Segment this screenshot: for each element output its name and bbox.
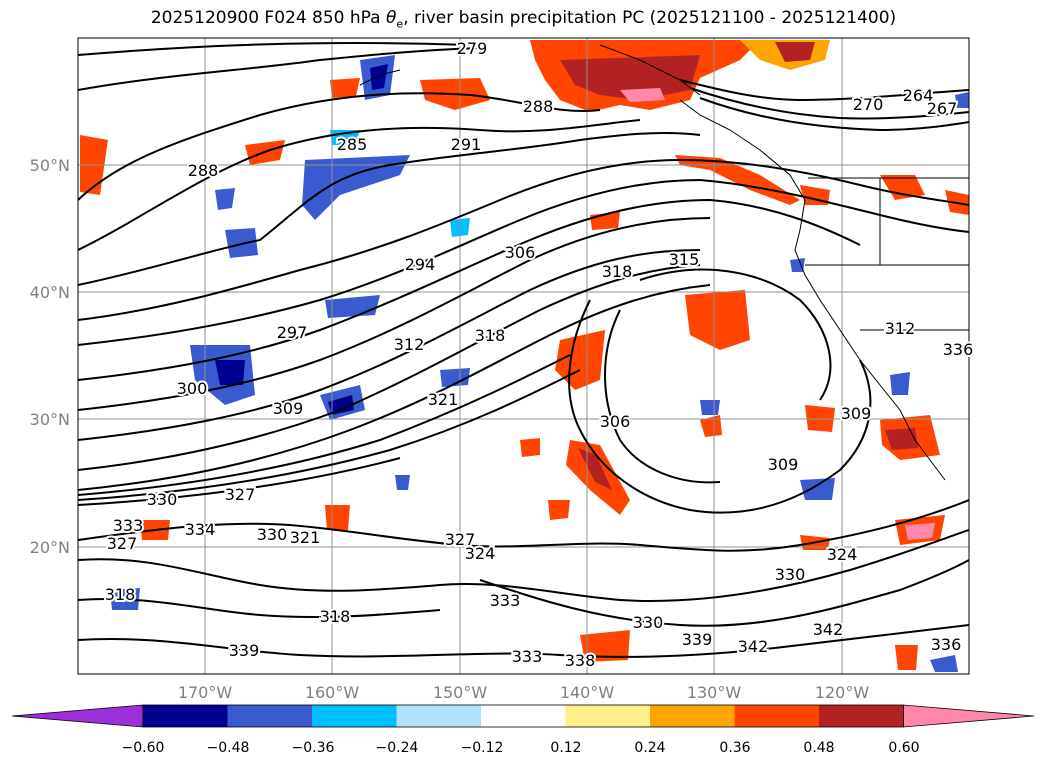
contour-label: 330: [147, 490, 178, 509]
contour-label: 312: [885, 319, 916, 338]
contour-label: 321: [428, 390, 459, 409]
colorbar-extension-high: [903, 704, 1035, 728]
lat-label: 40°N: [30, 283, 70, 302]
contour-label: 288: [188, 161, 219, 180]
colorbar-segment: [481, 705, 566, 727]
contour-label: 330: [775, 565, 806, 584]
colorbar-tick-label: 0.60: [888, 740, 919, 756]
contour-label: 324: [827, 545, 858, 564]
contour-label: 336: [943, 340, 974, 359]
colorbar-tick-label: 0.24: [634, 740, 665, 756]
lat-label: 30°N: [30, 410, 70, 429]
coastlines: [359, 44, 969, 481]
contour-label: 297: [277, 323, 308, 342]
contour-label: 336: [931, 635, 962, 654]
contour-label: 333: [512, 647, 543, 666]
contour-label: 306: [600, 412, 631, 431]
contour-label: 306: [505, 243, 536, 262]
contour-label: 327: [107, 534, 138, 553]
colorbar-segment: [312, 705, 397, 727]
colorbar-tick-label: 0.48: [803, 740, 834, 756]
contour-label: 267: [927, 99, 958, 118]
contour-label: 318: [602, 262, 633, 281]
colorbar-tick-label: −0.24: [376, 740, 419, 756]
contour-label: 264: [903, 86, 934, 105]
contour-label: 318: [475, 326, 506, 345]
contour-label: 342: [813, 620, 844, 639]
lon-label: 130°W: [687, 683, 742, 702]
colorbar-segment: [734, 705, 820, 727]
colorbar-segment: [565, 705, 651, 727]
precip-shading: [80, 40, 969, 672]
contour-label: 300: [177, 379, 208, 398]
colorbar-extension-low: [11, 704, 144, 728]
contour-label: 318: [320, 607, 351, 626]
contour-label: 318: [105, 585, 136, 604]
theta-e-contours: [78, 42, 969, 658]
colorbar-tick-label: −0.36: [292, 740, 335, 756]
colorbar-ticks: −0.60 −0.48 −0.36 −0.24 −0.12 0.12 0.24 …: [122, 740, 920, 756]
contour-label: 327: [445, 530, 476, 549]
contour-label: 294: [405, 255, 436, 274]
contour-label: 279: [457, 39, 488, 58]
contour-label: 309: [273, 399, 304, 418]
contour-label: 288: [523, 97, 554, 116]
contour-label: 330: [633, 613, 664, 632]
contour-label: 291: [451, 135, 482, 154]
contour-label: 312: [394, 335, 425, 354]
colorbar-segment: [396, 705, 482, 727]
lon-label: 170°W: [178, 683, 233, 702]
colorbar-segment: [143, 705, 228, 727]
colorbar-tick-label: −0.12: [461, 740, 504, 756]
contour-label: 342: [738, 637, 769, 656]
colorbar-segment: [650, 705, 735, 727]
lon-label: 120°W: [815, 683, 870, 702]
lon-label: 160°W: [305, 683, 360, 702]
contour-label: 315: [669, 250, 700, 269]
contour-label: 333: [113, 516, 144, 535]
colorbar-frame: [142, 704, 904, 728]
contour-label: 339: [682, 630, 713, 649]
colorbar-segment: [819, 705, 904, 727]
map-panel: [78, 38, 969, 674]
contour-label: 309: [768, 455, 799, 474]
lon-label: 150°W: [433, 683, 488, 702]
map-title: 2025120900 F024 850 hPa θe, river basin …: [150, 8, 897, 31]
contour-label: 270: [853, 95, 884, 114]
contour-label: 309: [841, 404, 872, 423]
contour-label: 330: [257, 525, 288, 544]
contour-label: 334: [185, 520, 216, 539]
map-frame: [77, 37, 970, 675]
lat-label: 50°N: [30, 156, 70, 175]
colorbar-segment: [227, 705, 313, 727]
colorbar-tick-label: −0.60: [122, 740, 165, 756]
contour-label: 327: [225, 485, 256, 504]
contour-label: 333: [490, 591, 521, 610]
contour-label: 324: [465, 544, 496, 563]
colorbar: [11, 704, 1035, 728]
colorbar-tick-label: 0.36: [719, 740, 750, 756]
colorbar-tick-label: 0.12: [550, 740, 581, 756]
contour-label: 285: [337, 135, 368, 154]
lon-label: 140°W: [560, 683, 615, 702]
contour-label: 321: [290, 528, 321, 547]
contour-label: 339: [229, 641, 260, 660]
lat-label: 20°N: [30, 538, 70, 557]
colorbar-tick-label: −0.48: [207, 740, 250, 756]
contour-label: 338: [565, 651, 596, 670]
